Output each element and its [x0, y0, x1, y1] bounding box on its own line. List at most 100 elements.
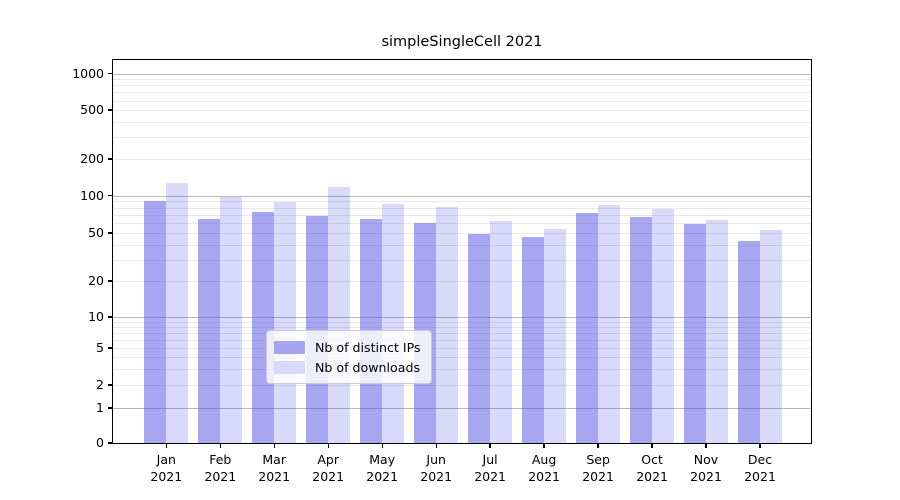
y-tick-label-50: 50	[88, 225, 104, 240]
gridline-minor-500	[113, 110, 811, 111]
y-tick-mark-100	[108, 194, 113, 197]
gridline-minor-200	[113, 159, 811, 160]
x-tick-mark-jan	[165, 443, 167, 448]
y-tick-label-5: 5	[96, 340, 104, 355]
gridline-minor-600	[113, 100, 811, 102]
gridline-minor-80	[113, 207, 811, 209]
x-tick-label-sep: Sep 2021	[582, 452, 614, 484]
gridline-minor-400	[113, 121, 811, 123]
gridline-minor-9	[113, 321, 811, 323]
bar-downloads-jun	[436, 206, 459, 443]
x-tick-label-mar: Mar 2021	[258, 452, 291, 484]
gridline-minor-6	[113, 339, 811, 341]
legend-label-ips: Nb of distinct IPs	[315, 339, 421, 355]
y-tick-mark-1000	[108, 73, 113, 75]
gridline-minor-60	[113, 223, 811, 225]
x-tick-label-jan: Jan 2021	[150, 452, 183, 484]
x-tick-mark-may	[381, 443, 383, 448]
bar-downloads-aug	[544, 228, 567, 443]
legend-label-downloads: Nb of downloads	[315, 359, 421, 375]
gridline-minor-8	[113, 327, 811, 328]
y-tick-label-0: 0	[96, 435, 104, 450]
gridline-minor-7	[113, 333, 811, 334]
gridline-minor-30	[113, 259, 811, 261]
y-tick-label-500: 500	[80, 102, 104, 117]
x-tick-mark-jul	[489, 443, 491, 448]
bar-downloads-jul	[490, 220, 513, 443]
bar-downloads-may	[382, 204, 405, 443]
bar-ips-jul	[468, 234, 491, 443]
chart-title: simpleSingleCell 2021	[381, 34, 543, 50]
y-tick-label-100: 100	[80, 187, 104, 203]
x-tick-mark-feb	[219, 443, 221, 448]
x-tick-label-aug: Aug 2021	[528, 452, 560, 484]
x-tick-mark-mar	[273, 443, 275, 448]
y-tick-mark-2	[108, 384, 113, 386]
bar-downloads-oct	[652, 208, 675, 443]
y-tick-mark-200	[108, 158, 113, 160]
bar-ips-oct	[630, 217, 653, 443]
bar-ips-mar	[252, 211, 275, 443]
gridline-minor-2	[113, 385, 811, 386]
x-tick-mark-aug	[543, 443, 545, 448]
legend-swatch-ips	[274, 340, 305, 354]
bar-downloads-nov	[706, 219, 728, 443]
legend: Nb of distinct IPs Nb of downloads	[266, 330, 432, 384]
gridline-minor-40	[113, 244, 811, 246]
x-tick-label-may: May 2021	[366, 452, 399, 484]
y-tick-label-20: 20	[88, 273, 104, 288]
gridline-major-1000	[113, 73, 811, 75]
plot-area	[112, 59, 812, 444]
bar-downloads-mar	[274, 202, 297, 443]
y-tick-mark-10	[108, 316, 113, 318]
x-tick-mark-nov	[705, 443, 707, 448]
bar-downloads-jan	[166, 182, 189, 443]
gridline-major-1	[113, 408, 811, 409]
y-tick-label-200: 200	[80, 151, 104, 166]
bar-ips-apr	[306, 215, 329, 443]
x-tick-mark-oct	[651, 443, 653, 448]
y-tick-label-10: 10	[88, 309, 104, 324]
y-tick-mark-0	[108, 442, 113, 444]
gridline-minor-90	[113, 201, 811, 203]
bar-ips-jan	[144, 201, 167, 443]
y-tick-mark-1	[108, 407, 113, 409]
gridline-minor-70	[113, 214, 811, 216]
x-tick-mark-jun	[435, 443, 437, 448]
bar-ips-aug	[522, 237, 545, 443]
x-tick-mark-apr	[327, 443, 329, 448]
x-tick-label-feb: Feb 2021	[204, 452, 237, 484]
gridline-minor-50	[113, 233, 811, 234]
gridline-minor-20	[113, 281, 811, 282]
x-tick-label-jul: Jul 2021	[474, 452, 506, 484]
y-tick-mark-5	[108, 347, 113, 349]
gridline-minor-900	[113, 79, 811, 81]
x-tick-label-nov: Nov 2021	[690, 452, 722, 484]
gridline-minor-800	[113, 85, 811, 87]
legend-item-ips: Nb of distinct IPs	[274, 337, 421, 357]
gridline-minor-5	[113, 348, 811, 349]
gridline-minor-4	[113, 357, 811, 358]
y-tick-mark-20	[108, 280, 113, 282]
gridline-minor-3	[113, 368, 811, 370]
legend-item-downloads: Nb of downloads	[274, 357, 421, 377]
x-tick-label-oct: Oct 2021	[636, 452, 668, 484]
bar-ips-dec	[738, 240, 760, 443]
bar-downloads-feb	[220, 196, 243, 443]
y-tick-mark-500	[108, 109, 113, 111]
bar-downloads-sep	[598, 204, 621, 443]
x-tick-mark-sep	[597, 443, 599, 448]
bar-downloads-dec	[760, 229, 782, 443]
x-tick-label-apr: Apr 2021	[312, 452, 345, 484]
x-tick-label-jun: Jun 2021	[420, 452, 453, 484]
x-tick-label-dec: Dec 2021	[744, 452, 776, 484]
gridline-major-100	[113, 195, 811, 197]
y-tick-label-1: 1	[96, 400, 104, 415]
bar-downloads-apr	[328, 187, 351, 443]
y-tick-label-2: 2	[96, 377, 104, 392]
gridline-minor-700	[113, 92, 811, 94]
y-tick-mark-50	[108, 232, 113, 234]
bar-ips-feb	[198, 218, 221, 443]
gridline-minor-300	[113, 137, 811, 139]
